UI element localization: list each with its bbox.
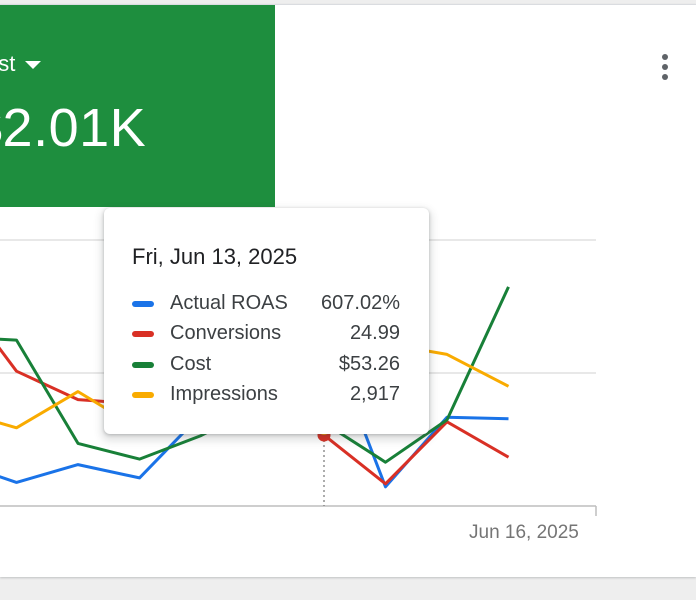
x-tick-label: Jun 16, 2025 bbox=[469, 522, 579, 543]
tooltip-label: Actual ROAS bbox=[170, 292, 288, 314]
more-dot bbox=[662, 74, 668, 80]
tooltip-date: Fri, Jun 13, 2025 bbox=[132, 244, 298, 269]
tooltip-label: Impressions bbox=[170, 383, 278, 405]
tooltip-value: 24.99 bbox=[349, 322, 400, 344]
chart-tooltip: Fri, Jun 13, 2025 Actual ROAS 607.02% Co… bbox=[104, 208, 429, 434]
tooltip-row-conversions: Conversions 24.99 bbox=[132, 322, 400, 348]
tooltip-value: 2,917 bbox=[349, 383, 400, 405]
more-vert-icon[interactable] bbox=[650, 49, 680, 85]
metric-label: ost bbox=[0, 51, 16, 76]
metric-tile-cost[interactable]: ost $2.01K bbox=[0, 5, 275, 207]
tooltip-value: 607.02% bbox=[321, 292, 400, 314]
tooltip-value: $53.26 bbox=[338, 353, 400, 375]
caret-down-icon bbox=[25, 61, 42, 69]
legend-swatch bbox=[132, 392, 154, 398]
tooltip-row-roas: Actual ROAS 607.02% bbox=[132, 292, 400, 318]
metric-selector[interactable]: ost bbox=[0, 51, 42, 77]
more-dot bbox=[662, 54, 668, 60]
legend-swatch bbox=[132, 362, 154, 368]
tooltip-row-cost: Cost $53.26 bbox=[132, 353, 400, 379]
metric-value: $2.01K bbox=[0, 98, 147, 158]
legend-swatch bbox=[132, 331, 154, 337]
tooltip-label: Cost bbox=[170, 353, 212, 375]
tooltip-row-impressions: Impressions 2,917 bbox=[132, 383, 400, 409]
legend-swatch bbox=[132, 301, 154, 307]
more-dot bbox=[662, 64, 668, 70]
tooltip-label: Conversions bbox=[170, 322, 282, 344]
